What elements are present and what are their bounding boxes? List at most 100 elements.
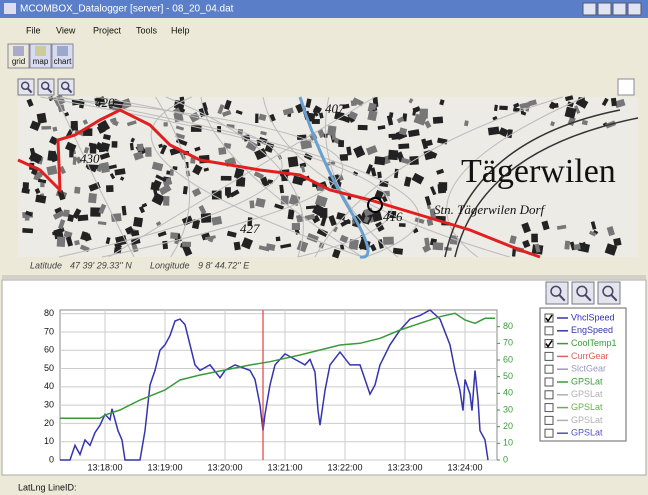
map-building	[22, 228, 33, 233]
toolbar-label[interactable]: chart	[54, 57, 73, 66]
toolbar-icon	[13, 46, 24, 56]
y2-tick-label: 30	[503, 404, 513, 414]
legend-checkbox[interactable]	[545, 391, 553, 399]
menu-item[interactable]: File	[26, 25, 41, 35]
map-building	[112, 141, 118, 148]
map-place-label: Tägerwilen	[461, 153, 616, 190]
map-building	[320, 208, 327, 218]
map-building	[73, 156, 77, 164]
menu-item[interactable]: Help	[171, 25, 190, 35]
menu-item[interactable]: Project	[93, 25, 122, 35]
legend-label[interactable]: GPSLat	[571, 415, 603, 425]
toolbar-icon	[35, 46, 46, 56]
legend-checkbox[interactable]	[545, 365, 553, 373]
legend-label[interactable]: GPSLat	[571, 389, 603, 399]
map-building	[182, 242, 191, 247]
maximize-button[interactable]	[613, 3, 626, 15]
legend-label[interactable]: CoolTemp1	[571, 338, 617, 348]
legend-checkbox[interactable]	[545, 429, 553, 437]
legend-label[interactable]: CurrGear	[571, 351, 609, 361]
map-building	[249, 200, 254, 208]
map-building	[170, 169, 174, 176]
map-building	[327, 125, 336, 136]
legend-label[interactable]: GPSLat	[571, 376, 603, 386]
x-tick-label: 13:22:00	[327, 462, 362, 472]
map-building	[166, 170, 170, 174]
map-contour-label: 427	[240, 221, 260, 236]
map-building	[419, 109, 428, 119]
map-station-label: Stn. Tägerwilen Dorf	[434, 202, 547, 217]
longitude-value: 9 8' 44.72'' E	[198, 260, 250, 270]
toolbar-label[interactable]: grid	[12, 57, 25, 66]
longitude-label: Longitude	[150, 260, 190, 270]
legend-checkbox[interactable]	[545, 404, 553, 412]
map-building	[37, 113, 47, 124]
close-button[interactable]	[628, 3, 641, 15]
map-building	[23, 182, 29, 191]
map-contour-label: 416	[383, 209, 403, 224]
map-building	[398, 143, 409, 149]
window-title: MCOMBOX_Datalogger [server] - 08_20_04.d…	[20, 4, 234, 15]
splitter[interactable]	[2, 275, 646, 279]
legend-label[interactable]: VhclSpeed	[571, 312, 615, 322]
y-tick-label: 10	[44, 436, 54, 446]
map-building	[433, 242, 444, 250]
map-building	[47, 150, 54, 160]
legend-label[interactable]: EngSpeed	[571, 325, 613, 335]
y2-tick-label: 10	[503, 438, 513, 448]
map-building	[438, 184, 447, 194]
map-building	[218, 147, 226, 155]
map-building	[312, 119, 320, 124]
toolbar-icon	[57, 46, 68, 56]
map-building	[170, 232, 178, 239]
map-building	[150, 182, 160, 191]
map-building	[564, 241, 570, 250]
toolbar-label[interactable]: map	[33, 57, 49, 66]
y2-tick-label: 50	[503, 371, 513, 381]
y-tick-label: 80	[44, 308, 54, 318]
map-building	[573, 244, 580, 250]
map-contour-label: 407	[325, 101, 345, 116]
map-building	[137, 144, 144, 152]
latitude-value: 47 39' 29.33'' N	[70, 260, 132, 270]
legend-checkbox[interactable]	[545, 327, 553, 335]
menu-item[interactable]: View	[56, 25, 76, 35]
map-building	[349, 239, 359, 250]
x-tick-label: 13:19:00	[147, 462, 182, 472]
google-button[interactable]	[618, 79, 634, 95]
map-building	[499, 106, 508, 111]
y-tick-label: 30	[44, 399, 54, 409]
map-building	[74, 187, 80, 194]
y-tick-label: 70	[44, 326, 54, 336]
menu-item[interactable]: Tools	[136, 25, 158, 35]
legend-label[interactable]: SlctGear	[571, 364, 606, 374]
map-building	[338, 140, 344, 147]
legend-label[interactable]: GPSLat	[571, 402, 603, 412]
y2-tick-label: 80	[503, 321, 513, 331]
minimize-button[interactable]	[598, 3, 611, 15]
map-contour-label: 420	[95, 95, 115, 110]
map-building	[613, 238, 621, 246]
plot-area	[60, 310, 497, 460]
legend-label[interactable]: GPSLat	[571, 428, 603, 438]
legend-checkbox[interactable]	[545, 378, 553, 386]
map-building	[234, 242, 241, 251]
map-building	[221, 176, 232, 181]
y2-tick-label: 40	[503, 388, 513, 398]
map-building	[57, 237, 66, 247]
map-building	[388, 150, 398, 160]
map-building	[531, 234, 538, 243]
map-building	[106, 185, 114, 192]
map-building	[163, 196, 169, 206]
map-building	[374, 156, 385, 165]
legend-checkbox[interactable]	[545, 352, 553, 360]
x-tick-label: 13:24:00	[447, 462, 482, 472]
legend-checkbox[interactable]	[545, 416, 553, 424]
restore-button[interactable]	[583, 3, 596, 15]
map-building	[383, 237, 394, 245]
x-tick-label: 13:23:00	[387, 462, 422, 472]
map-building	[41, 126, 51, 130]
status-text: LatLng LineID:	[18, 482, 77, 492]
map-building	[488, 126, 500, 135]
x-tick-label: 13:20:00	[207, 462, 242, 472]
